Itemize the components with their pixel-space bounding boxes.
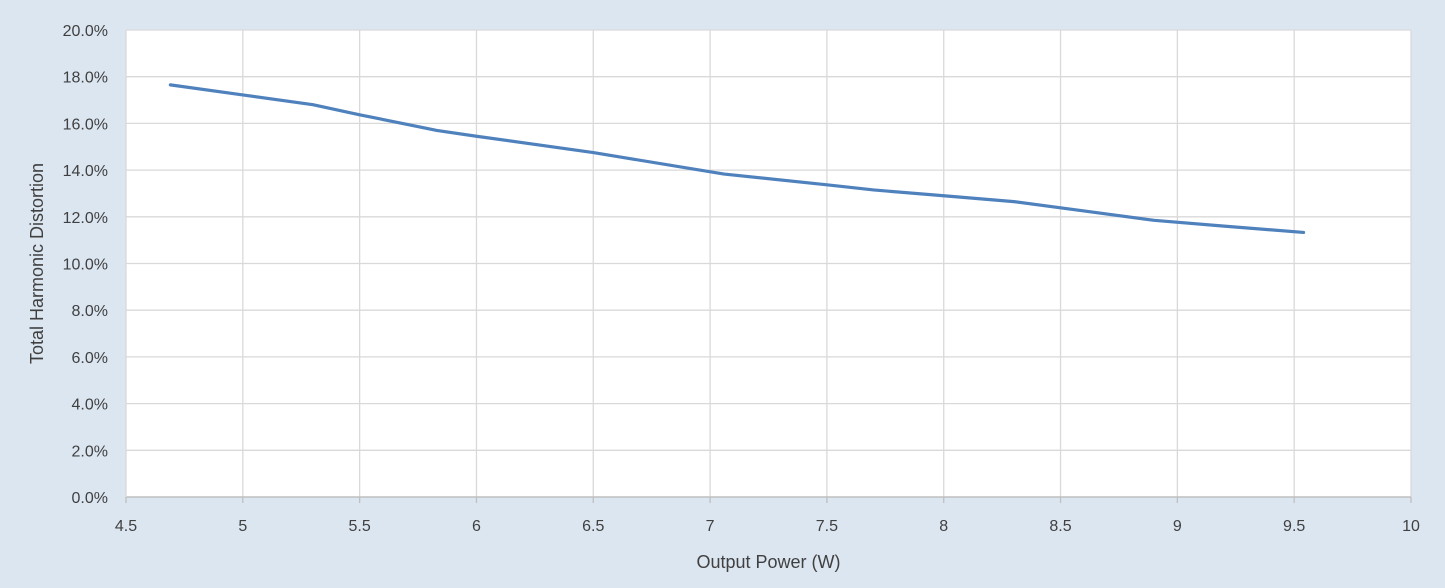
y-tick-label: 8.0%	[72, 303, 108, 320]
x-tick-label: 5.5	[349, 518, 371, 535]
x-tick-label: 10	[1402, 518, 1420, 535]
y-tick-label: 16.0%	[63, 116, 108, 133]
x-tick-label: 4.5	[115, 518, 137, 535]
x-tick-label: 8.5	[1049, 518, 1071, 535]
x-tick-label: 9	[1173, 518, 1182, 535]
x-tick-label: 6.5	[582, 518, 604, 535]
y-tick-label: 6.0%	[72, 350, 108, 367]
x-tick-label: 5	[238, 518, 247, 535]
tick-labels: 0.0% 2.0% 4.0% 6.0% 8.0% 10.0% 12.0% 14.0% 16.0%…	[63, 23, 1420, 535]
grid-lines	[126, 29, 1412, 497]
y-tick-label: 18.0%	[63, 70, 108, 87]
y-tick-label: 2.0%	[72, 443, 108, 460]
y-tick-label: 0.0%	[72, 490, 108, 507]
y-tick-label: 4.0%	[72, 397, 108, 414]
x-tick-label: 9.5	[1283, 518, 1305, 535]
series-lines	[168, 83, 1306, 235]
y-tick-label: 12.0%	[63, 210, 108, 227]
series-line	[168, 83, 1306, 235]
y-axis-title: Total Harmonic Distortion	[27, 163, 47, 364]
x-tick-label: 8	[939, 518, 948, 535]
x-axis-title: Output Power (W)	[696, 552, 840, 572]
y-tick-label: 20.0%	[63, 23, 108, 40]
x-tick-label: 7.5	[816, 518, 838, 535]
y-tick-label: 10.0%	[63, 257, 108, 274]
axes	[125, 30, 1412, 503]
x-tick-label: 6	[472, 518, 481, 535]
y-tick-label: 14.0%	[63, 163, 108, 180]
x-tick-label: 7	[706, 518, 715, 535]
